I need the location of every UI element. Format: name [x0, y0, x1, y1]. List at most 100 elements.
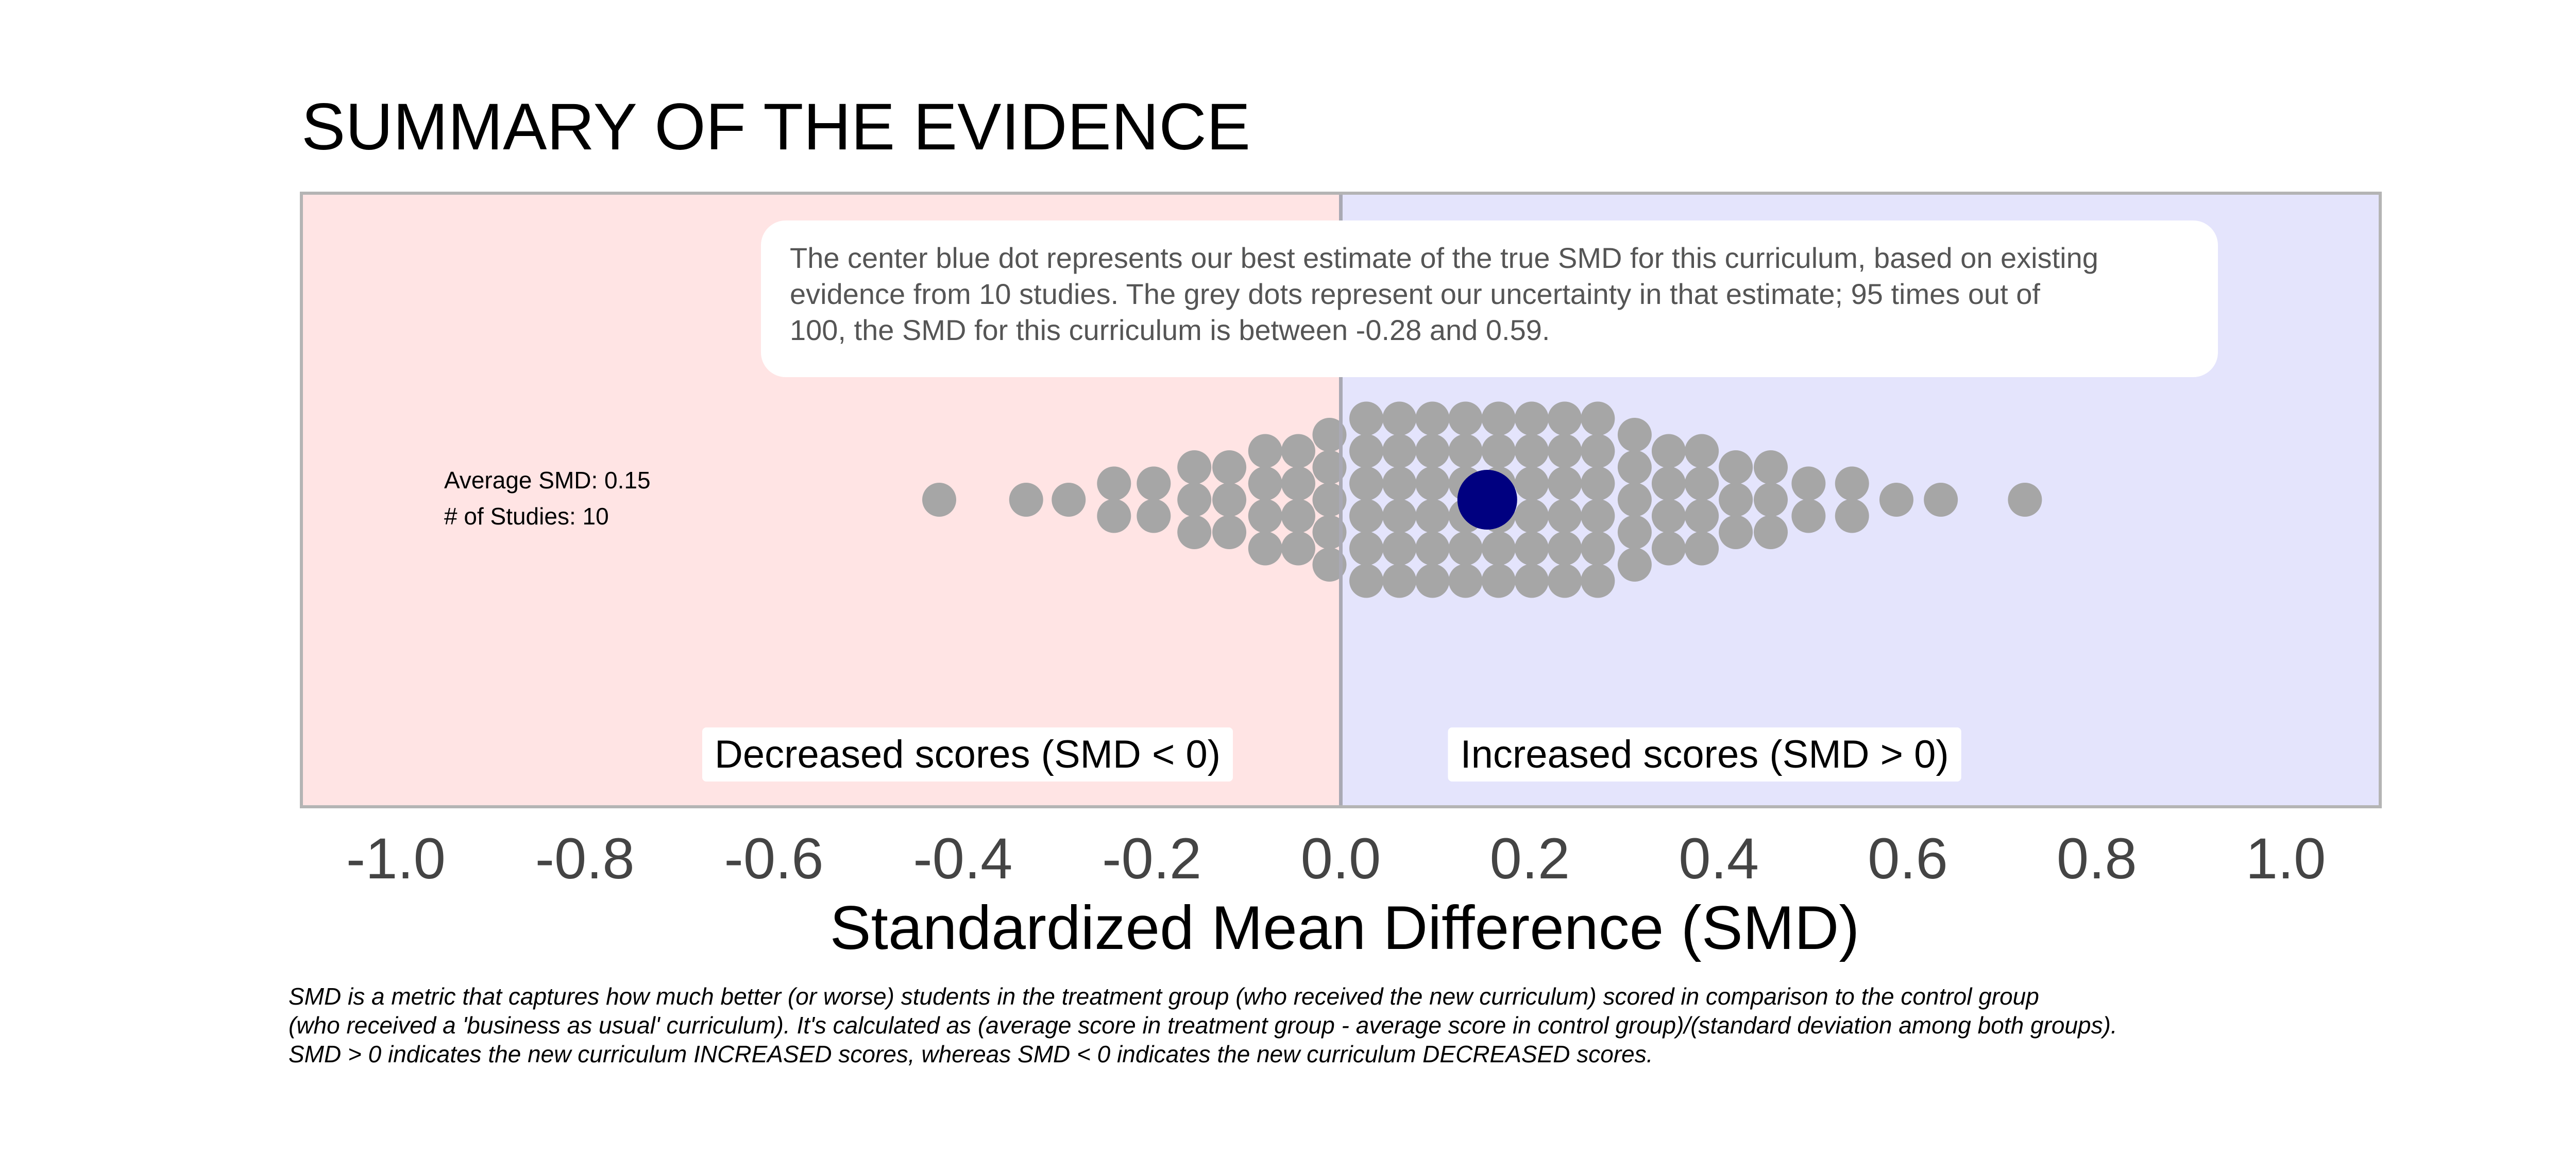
frame-border: [300, 192, 2382, 808]
uncertainty-dot: [1791, 499, 1826, 533]
uncertainty-dot: [1879, 483, 1913, 517]
x-tick-label: 0.6: [1868, 826, 1948, 891]
uncertainty-dot: [1835, 499, 1869, 533]
label-box: [702, 727, 1233, 782]
uncertainty-dot: [1248, 531, 1282, 566]
uncertainty-dot: [1382, 564, 1417, 598]
uncertainty-dot: [1281, 434, 1315, 468]
uncertainty-dot: [1754, 483, 1788, 517]
uncertainty-dot: [1382, 434, 1417, 468]
x-axis-ticks: -1.0 -0.8 -0.6 -0.4 -0.2 0.0 0.2 0.4 0.6 0.8 1.0: [346, 826, 2326, 891]
x-tick-label: 0.8: [2057, 826, 2137, 891]
uncertainty-dot: [1415, 466, 1450, 501]
uncertainty-dot: [1097, 499, 1131, 533]
uncertainty-dot: [1791, 466, 1826, 501]
uncertainty-dot: [1009, 483, 1043, 517]
uncertainty-dot: [1137, 499, 1171, 533]
uncertainty-dot: [1514, 531, 1549, 566]
uncertainty-dot: [1481, 531, 1516, 566]
uncertainty-dot: [1212, 483, 1247, 517]
x-tick-label: 0.4: [1679, 826, 1759, 891]
uncertainty-dot: [1581, 564, 1615, 598]
uncertainty-dot: [1281, 499, 1315, 533]
uncertainty-dot: [1581, 499, 1615, 533]
uncertainty-dot: [1137, 466, 1171, 501]
uncertainty-dot: [1685, 531, 1719, 566]
uncertainty-dot: [1548, 564, 1582, 598]
uncertainty-dot: [1685, 499, 1719, 533]
study-count-label: # of Studies: 10: [444, 503, 609, 530]
uncertainty-dot: [2008, 483, 2042, 517]
uncertainty-dot: [1514, 564, 1549, 598]
uncertainty-dot: [1548, 401, 1582, 436]
uncertainty-dot: [1581, 434, 1615, 468]
uncertainty-dot: [1514, 499, 1549, 533]
uncertainty-dot: [1097, 466, 1131, 501]
x-tick-label: -0.6: [724, 826, 824, 891]
uncertainty-dot: [1651, 499, 1686, 533]
uncertainty-dot: [1835, 466, 1869, 501]
uncertainty-dot: [1281, 466, 1315, 501]
uncertainty-dot: [1481, 434, 1516, 468]
uncertainty-dot: [1415, 401, 1450, 436]
uncertainty-dot: [1448, 531, 1483, 566]
uncertainty-dot: [1382, 401, 1417, 436]
uncertainty-dot: [1754, 450, 1788, 484]
uncertainty-dot: [1177, 515, 1212, 549]
uncertainty-dot: [1312, 450, 1347, 484]
uncertainty-dot: [1448, 401, 1483, 436]
uncertainty-dot: [1514, 466, 1549, 501]
uncertainty-dot: [1349, 499, 1384, 533]
x-tick-label: 1.0: [2246, 826, 2326, 891]
uncertainty-dot: [1052, 483, 1086, 517]
uncertainty-dot: [1719, 450, 1753, 484]
uncertainty-dot: [1481, 401, 1516, 436]
uncertainty-dots: [922, 401, 2042, 598]
uncertainty-dot: [1312, 483, 1347, 517]
uncertainty-dot: [1312, 515, 1347, 549]
uncertainty-dot: [1617, 483, 1652, 517]
average-smd-label: Average SMD: 0.15: [444, 467, 651, 494]
uncertainty-dot: [1448, 564, 1483, 598]
uncertainty-dot: [1382, 499, 1417, 533]
uncertainty-dot: [1349, 466, 1384, 501]
label-box: [1448, 727, 1961, 782]
uncertainty-dot: [1382, 531, 1417, 566]
uncertainty-dot: [1281, 531, 1315, 566]
footnote-line: (who received a 'business as usual' curr…: [289, 1012, 2117, 1039]
best-estimate-dot: [1457, 470, 1517, 530]
uncertainty-dot: [1349, 564, 1384, 598]
uncertainty-dot: [1312, 418, 1347, 452]
uncertainty-dot: [1685, 434, 1719, 468]
uncertainty-dot: [1651, 531, 1686, 566]
decreased-scores-label: Decreased scores (SMD < 0): [702, 727, 1233, 782]
uncertainty-dot: [1312, 548, 1347, 582]
uncertainty-dot: [1212, 450, 1247, 484]
footnote-line: SMD > 0 indicates the new curriculum INC…: [289, 1041, 1653, 1067]
uncertainty-dot: [1415, 531, 1450, 566]
uncertainty-dot: [1177, 450, 1212, 484]
x-tick-label: -1.0: [346, 826, 446, 891]
uncertainty-dot: [1617, 515, 1652, 549]
x-tick-label: -0.4: [913, 826, 1012, 891]
uncertainty-dot: [1924, 483, 1958, 517]
uncertainty-dot: [1581, 401, 1615, 436]
uncertainty-dot: [1349, 434, 1384, 468]
uncertainty-dot: [1212, 515, 1247, 549]
chart-title: SUMMARY OF THE EVIDENCE: [301, 90, 1250, 164]
footnote: SMD is a metric that captures how much b…: [289, 982, 2504, 1068]
annotation-line: 100, the SMD for this curriculum is betw…: [790, 314, 1550, 346]
uncertainty-dot: [1719, 483, 1753, 517]
uncertainty-dot: [1349, 531, 1384, 566]
uncertainty-dot: [1481, 564, 1516, 598]
region-label-text: Decreased scores (SMD < 0): [715, 733, 1221, 776]
uncertainty-dot: [1651, 434, 1686, 468]
x-tick-label: 0.2: [1489, 826, 1570, 891]
increased-scores-label: Increased scores (SMD > 0): [1448, 727, 1961, 782]
uncertainty-dot: [1514, 401, 1549, 436]
annotation-line: The center blue dot represents our best …: [790, 242, 2098, 274]
uncertainty-dot: [1349, 401, 1384, 436]
uncertainty-dot: [1719, 515, 1753, 549]
uncertainty-dot: [1617, 450, 1652, 484]
